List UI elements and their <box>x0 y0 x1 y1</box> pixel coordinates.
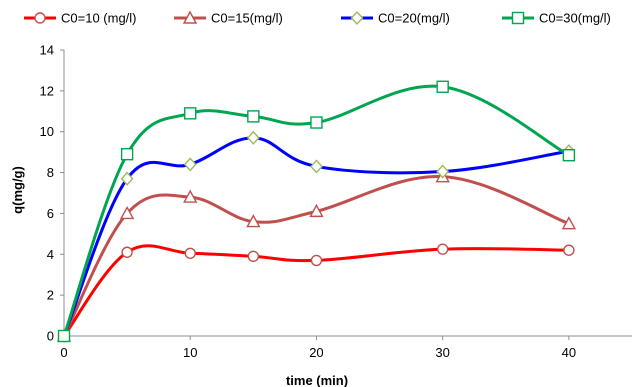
legend-marker <box>350 10 364 26</box>
data-point <box>120 171 134 186</box>
data-point <box>119 205 135 220</box>
data-point <box>563 244 575 256</box>
x-axis-title: time (min) <box>286 373 348 387</box>
data-point <box>121 246 133 258</box>
data-point <box>184 107 197 120</box>
data-point <box>183 157 197 172</box>
data-point <box>436 243 449 255</box>
series-c0-10-mg-l <box>58 243 575 342</box>
legend-marker <box>182 10 198 24</box>
y-tick-label: 12 <box>40 83 54 98</box>
data-point <box>246 130 260 145</box>
y-tick-label: 8 <box>47 165 54 180</box>
legend-marker <box>34 12 46 24</box>
y-axis-title: q(mg/g) <box>10 166 25 214</box>
legend-label: C0=15(mg/l) <box>211 11 283 26</box>
x-tick-label: 0 <box>60 345 67 360</box>
plot-area <box>56 80 577 344</box>
data-point <box>247 110 260 123</box>
data-point <box>184 247 196 259</box>
legend: C0=10 (mg/l) C0=15(mg/l) C0=20(mg/l) C0=30(… <box>24 11 611 26</box>
data-point <box>183 189 198 203</box>
x-tick-label: 10 <box>183 345 197 360</box>
data-point <box>436 80 449 93</box>
axes: 0 2 4 6 8 10 12 14 0 10 20 30 40 <box>40 43 632 360</box>
x-tick-label: 30 <box>435 345 449 360</box>
x-tick-label: 40 <box>562 345 576 360</box>
y-tick-label: 0 <box>47 329 54 344</box>
legend-item: C0=15(mg/l) <box>174 11 283 26</box>
x-tick-label: 20 <box>309 345 323 360</box>
data-point <box>310 254 323 267</box>
y-tick-label: 2 <box>47 288 54 303</box>
legend-marker <box>511 11 525 25</box>
data-point <box>562 149 576 162</box>
legend-item: C0=10 (mg/l) <box>24 11 137 26</box>
data-point <box>310 116 323 129</box>
series-c0-30-mg-l <box>57 80 576 343</box>
data-point <box>309 159 323 174</box>
y-tick-label: 4 <box>47 247 54 262</box>
series-c0-20-mg-l <box>57 130 576 344</box>
y-tick-label: 10 <box>40 124 54 139</box>
legend-item: C0=30(mg/l) <box>502 11 611 26</box>
legend-label: C0=20(mg/l) <box>378 11 450 26</box>
legend-item: C0=20(mg/l) <box>341 11 450 26</box>
data-point <box>561 216 577 230</box>
data-point <box>246 214 261 228</box>
y-tick-label: 6 <box>47 206 54 221</box>
legend-label: C0=10 (mg/l) <box>61 11 137 26</box>
data-point <box>57 329 71 343</box>
data-point <box>120 147 134 161</box>
data-point <box>309 203 324 218</box>
y-tick-label: 14 <box>40 43 54 58</box>
data-point <box>247 250 260 263</box>
legend-label: C0=30(mg/l) <box>539 11 611 26</box>
data-point <box>436 164 450 179</box>
